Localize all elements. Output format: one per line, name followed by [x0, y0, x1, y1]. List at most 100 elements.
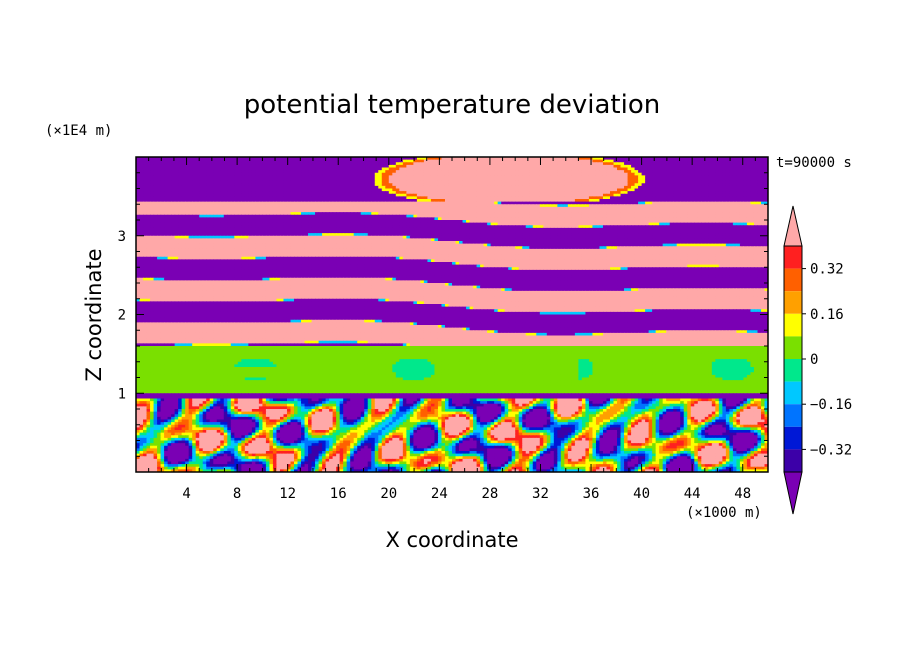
field-cell: [722, 162, 727, 166]
field-cell: [550, 164, 555, 169]
field-cell: [518, 157, 523, 161]
field-cell: [350, 183, 355, 187]
field-cell: [244, 157, 249, 161]
field-cell: [567, 164, 572, 169]
field-cell: [697, 188, 702, 192]
field-cell: [620, 188, 625, 192]
field-cell: [732, 162, 737, 166]
field-cell: [560, 196, 565, 200]
field-cell: [560, 178, 565, 182]
field-cell: [595, 196, 601, 200]
field-cell: [610, 196, 615, 200]
field-cell: [139, 188, 144, 192]
field-cell: [557, 188, 562, 192]
field-cell: [265, 172, 271, 176]
field-cell: [223, 167, 228, 171]
field-cell: [241, 191, 246, 195]
field-cell: [160, 180, 165, 184]
field-cell: [388, 164, 393, 169]
field-cell: [374, 178, 379, 182]
field-cell: [434, 188, 439, 192]
field-cell: [399, 162, 404, 166]
field-cell: [476, 183, 481, 187]
field-cell: [669, 180, 674, 184]
field-cell: [420, 193, 425, 197]
field-cell: [522, 164, 527, 169]
field-cell: [279, 157, 285, 161]
field-cell: [416, 193, 421, 197]
field-cell: [136, 196, 141, 200]
field-cell: [606, 180, 611, 184]
field-cell: [476, 157, 481, 161]
field-cell: [764, 180, 768, 184]
field-cell: [606, 175, 611, 179]
field-cell: [750, 157, 755, 161]
field-cell: [343, 183, 348, 187]
field-cell: [746, 162, 752, 166]
field-cell: [437, 183, 443, 187]
field-cell: [230, 188, 235, 192]
field-cell: [248, 157, 253, 161]
field-cell: [476, 175, 481, 179]
field-cell: [525, 196, 530, 200]
field-cell: [248, 172, 253, 176]
field-cell: [206, 183, 211, 187]
field-cell: [343, 193, 348, 197]
field-cell: [483, 157, 488, 161]
field-cell: [357, 185, 362, 190]
field-cell: [423, 162, 429, 166]
field-cell: [301, 175, 306, 179]
field-cell: [610, 183, 615, 187]
field-cell: [441, 164, 446, 169]
field-cell: [258, 167, 263, 171]
field-cell: [494, 157, 499, 161]
field-cell: [760, 191, 766, 195]
field-cell: [743, 191, 748, 195]
field-cell: [581, 188, 587, 192]
field-cell: [722, 164, 727, 169]
field-cell: [360, 193, 365, 197]
field-cell: [620, 183, 625, 187]
field-cell: [139, 170, 144, 174]
field-cell: [676, 167, 681, 171]
field-cell: [462, 172, 467, 176]
field-cell: [251, 164, 256, 169]
field-cell: [739, 183, 745, 187]
field-cell: [508, 175, 513, 179]
field-cell: [480, 167, 485, 171]
field-cell: [350, 188, 355, 192]
field-cell: [697, 185, 702, 190]
field-cell: [364, 180, 369, 184]
field-cell: [522, 175, 527, 179]
field-cell: [501, 162, 506, 166]
field-cell: [581, 178, 587, 182]
field-cell: [192, 167, 197, 171]
field-cell: [392, 178, 397, 182]
field-cell: [164, 170, 169, 174]
field-cell: [673, 162, 678, 166]
field-cell: [718, 162, 723, 166]
field-cell: [350, 157, 355, 161]
field-cell: [255, 178, 260, 182]
field-cell: [346, 159, 351, 163]
field-cell: [160, 164, 165, 169]
field-cell: [760, 178, 766, 182]
field-cell: [739, 193, 745, 197]
field-cell: [301, 172, 306, 176]
field-cell: [627, 159, 632, 163]
field-cell: [641, 157, 646, 161]
field-cell: [532, 180, 537, 184]
field-cell: [241, 175, 246, 179]
field-cell: [469, 157, 474, 161]
field-cell: [301, 164, 306, 169]
field-cell: [511, 191, 516, 195]
field-cell: [153, 183, 158, 187]
field-cell: [473, 175, 478, 179]
field-cell: [494, 175, 499, 179]
field-cell: [641, 178, 646, 182]
field-cell: [574, 180, 579, 184]
field-cell: [466, 172, 471, 176]
field-cell: [473, 167, 478, 171]
field-cell: [279, 191, 285, 195]
field-cell: [160, 178, 165, 182]
